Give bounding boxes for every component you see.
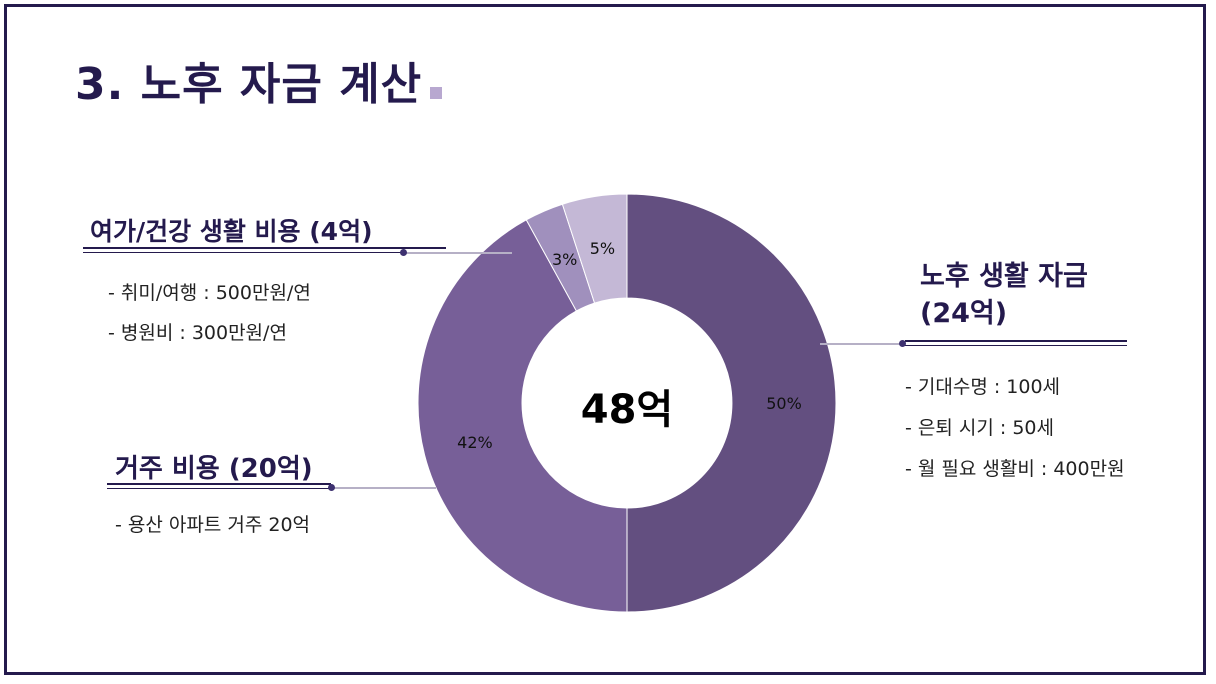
slide-frame: [4, 4, 1206, 675]
housing-underline: [107, 483, 331, 485]
leisure-underline: [83, 247, 446, 249]
leisure-connector-node: [400, 249, 407, 256]
leisure-item-hobby: - 취미/여행 : 500만원/연: [108, 282, 311, 304]
living-underline-thin: [905, 345, 1127, 346]
title-accent-square: [430, 87, 443, 99]
housing-underline-thin: [107, 488, 331, 489]
donut-slice-1: [417, 219, 628, 613]
donut-slice-label-0: 50%: [766, 394, 802, 413]
leisure-cost-heading: 여가/건강 생활 비용 (4억): [90, 217, 373, 246]
leisure-item-hospital: - 병원비 : 300만원/연: [108, 322, 287, 344]
housing-cost-heading: 거주 비용 (20억): [115, 454, 313, 484]
donut-slice-label-1: 42%: [457, 433, 493, 452]
leisure-underline-thin: [83, 252, 446, 253]
donut-slice-3: [561, 193, 628, 304]
housing-item-yongsan: - 용산 아파트 거주 20억: [115, 514, 311, 536]
chart-center-total: 48억: [581, 387, 673, 433]
living-funds-heading-line2: (24억): [920, 298, 1008, 329]
donut-slice-label-3: 5%: [590, 239, 615, 258]
living-connector-line: [820, 343, 902, 345]
housing-connector-line: [332, 487, 436, 489]
living-item-retirement-age: - 은퇴 시기 : 50세: [905, 417, 1054, 439]
living-connector-node: [899, 340, 906, 347]
living-item-life-expectancy: - 기대수명 : 100세: [905, 376, 1061, 398]
housing-connector-node: [328, 484, 335, 491]
leisure-connector-line: [404, 252, 512, 254]
living-funds-heading-line1: 노후 생활 자금: [920, 261, 1088, 292]
page-title-text: 3. 노후 자금 계산: [75, 59, 423, 110]
page-title: 3. 노후 자금 계산: [75, 48, 443, 112]
living-underline: [905, 340, 1127, 342]
donut-slice-label-2: 3%: [552, 250, 577, 269]
donut-slice-0: [626, 193, 837, 613]
living-item-monthly-cost: - 월 필요 생활비 : 400만원: [905, 458, 1125, 480]
